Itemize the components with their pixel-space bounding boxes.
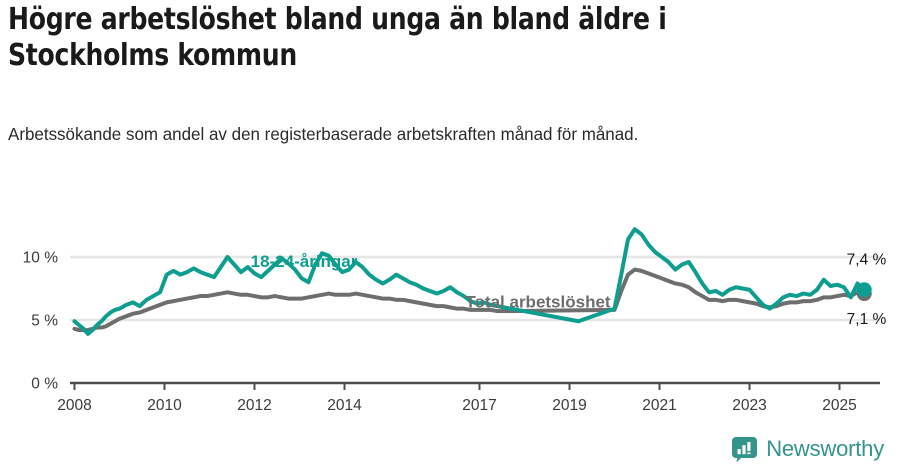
series-end-marker: [856, 282, 872, 298]
data-series: [72, 227, 867, 336]
y-axis-tick-label: 10 %: [23, 250, 59, 267]
page-title: Högre arbetslöshet bland unga än bland ä…: [8, 2, 667, 73]
gridlines: [70, 255, 880, 322]
end-markers: [856, 282, 872, 302]
footer-brand: Newsworthy: [732, 432, 884, 466]
x-axis-tick-label: 2008: [57, 397, 91, 414]
x-axis-tick-label: 2014: [327, 397, 362, 414]
x-axis-tick-label: 2025: [822, 397, 856, 414]
series-annotations: 18-24-åringar Total arbetslöshet 7,4 % 7,1 …: [251, 252, 887, 328]
y-axis-tick-label: 0 %: [31, 376, 58, 393]
end-value-label: 7,4 %: [847, 252, 887, 269]
x-axis-tick-label: 2019: [552, 397, 586, 414]
line-chart: 0 %5 %10 % 2008 2010 2012 2014 2017 2019 2021 2…: [23, 227, 887, 414]
brand-wordmark: Newsworthy: [766, 436, 884, 461]
y-axis-tick-label: 5 %: [31, 313, 58, 330]
x-axis-tick-label: 2017: [462, 397, 496, 414]
series-label: 18-24-åringar: [251, 252, 358, 271]
series-label: Total arbetslöshet: [465, 292, 610, 311]
end-value-label: 7,1 %: [847, 311, 887, 328]
x-axis-tick-label: 2021: [642, 397, 676, 414]
chart-canvas: 0 % 5 % 10 % 2008 2010 2012 2014 2017 2019 2021 2…: [0, 190, 900, 420]
bar-chart-speech-bubble-icon: [732, 436, 758, 462]
y-axis-labels: 0 % 5 % 10 %: [23, 250, 59, 393]
x-axis-labels: 2008 2010 2012 2014 2017 2019 2021 2023 2025: [57, 397, 856, 414]
x-axis-ticks: [73, 383, 841, 390]
x-axis-tick-label: 2023: [732, 397, 766, 414]
series-line: [72, 267, 867, 333]
x-axis-tick-label: 2010: [147, 397, 182, 414]
series-line: [72, 227, 867, 336]
page-subtitle: Arbetssökande som andel av den registerb…: [8, 124, 639, 144]
x-axis-tick-label: 2012: [237, 397, 271, 414]
